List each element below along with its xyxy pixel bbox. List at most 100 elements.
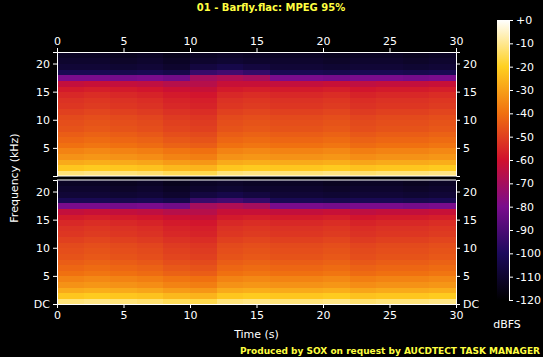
cell: [429, 125, 456, 131]
cell: [323, 69, 350, 75]
cell: [429, 86, 456, 92]
chart: 51015205101520051015202530DC5101520DC510…: [0, 0, 543, 357]
cell: [243, 97, 270, 103]
cell: [243, 259, 270, 265]
cell: [350, 154, 377, 160]
tick-mark: [509, 300, 513, 301]
cell: [217, 103, 244, 109]
cell: [270, 75, 297, 81]
cell: [110, 180, 137, 186]
cell: [296, 276, 323, 282]
tick: 15: [36, 214, 57, 227]
cell: [84, 170, 111, 176]
cell: [137, 159, 164, 165]
cell: [296, 120, 323, 126]
cell: [243, 287, 270, 293]
cell: [376, 109, 403, 115]
cell: [163, 242, 190, 248]
tick-mark: [53, 64, 57, 65]
cell: [137, 92, 164, 98]
cell: [110, 125, 137, 131]
cell: [57, 148, 84, 154]
cell: [376, 75, 403, 81]
cell: [163, 165, 190, 171]
cell: [350, 225, 377, 231]
cell: [110, 75, 137, 81]
cell: [350, 69, 377, 75]
cell: [270, 58, 297, 64]
tick-mark: [509, 183, 513, 184]
cell: [57, 75, 84, 81]
y-axis-left: 5101520: [36, 53, 58, 177]
cell: [163, 214, 190, 220]
cell: [403, 270, 430, 276]
cell: [163, 142, 190, 148]
cell: [296, 242, 323, 248]
cell: [429, 265, 456, 271]
cell: [84, 64, 111, 70]
cell: [270, 237, 297, 243]
cell: [190, 231, 217, 237]
cell: [376, 259, 403, 265]
cell: [190, 125, 217, 131]
cell: [376, 203, 403, 209]
cell: [217, 214, 244, 220]
cell: [57, 58, 84, 64]
cell: [350, 231, 377, 237]
cell: [296, 137, 323, 143]
cell: [84, 86, 111, 92]
tick-mark: [53, 220, 57, 221]
cell: [270, 64, 297, 70]
cell: [270, 270, 297, 276]
cell: [350, 170, 377, 176]
cell: [270, 225, 297, 231]
cell: [217, 165, 244, 171]
cell: [323, 293, 350, 299]
cell: [429, 159, 456, 165]
cell: [243, 282, 270, 288]
cell: [350, 186, 377, 192]
cell: [429, 186, 456, 192]
cell: [84, 220, 111, 226]
tick: 25: [383, 35, 397, 52]
cell: [350, 220, 377, 226]
tick-label: 10: [463, 242, 477, 255]
cell: [403, 242, 430, 248]
cell: [403, 69, 430, 75]
cell: [84, 148, 111, 154]
cell: [429, 203, 456, 209]
cell: [403, 154, 430, 160]
cell: [190, 159, 217, 165]
cell: [403, 86, 430, 92]
cell: [163, 293, 190, 299]
cell: [350, 80, 377, 86]
cell: [110, 80, 137, 86]
cell: [110, 192, 137, 198]
cell: [110, 69, 137, 75]
cell: [376, 142, 403, 148]
tick: 5: [456, 142, 470, 155]
cell: [296, 248, 323, 254]
cell: [429, 131, 456, 137]
cell: [350, 75, 377, 81]
cell: [243, 237, 270, 243]
cell: [57, 197, 84, 203]
cell: [376, 165, 403, 171]
cell: [243, 270, 270, 276]
cell: [429, 58, 456, 64]
cell: [296, 287, 323, 293]
cell: [243, 159, 270, 165]
cell: [163, 148, 190, 154]
tick-mark: [509, 230, 513, 231]
cell: [323, 192, 350, 198]
cell: [137, 253, 164, 259]
cell: [217, 180, 244, 186]
cell: [217, 120, 244, 126]
tick-label: 25: [383, 309, 397, 322]
cell: [57, 170, 84, 176]
cell: [137, 114, 164, 120]
cell: [163, 282, 190, 288]
cell: [323, 165, 350, 171]
cell: [217, 276, 244, 282]
cell: [217, 203, 244, 209]
